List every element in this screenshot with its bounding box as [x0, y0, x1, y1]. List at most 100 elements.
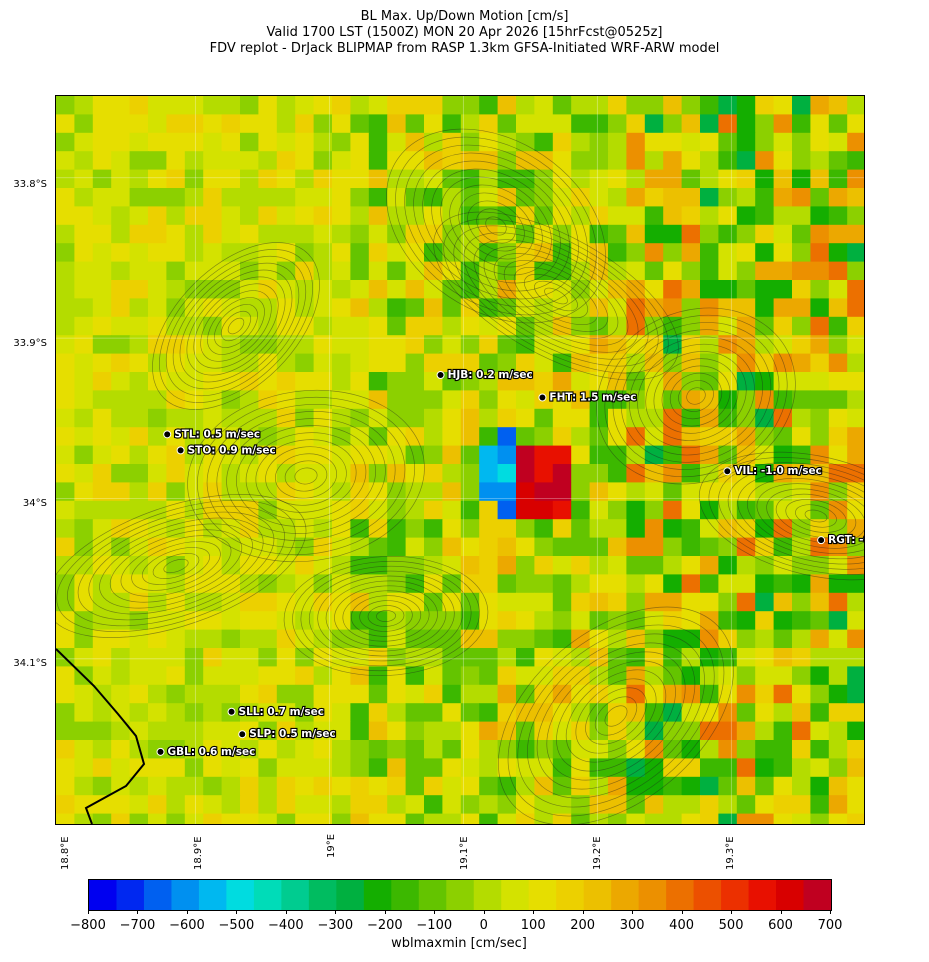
- grid-cell: [258, 206, 278, 226]
- grid-cell: [276, 151, 296, 171]
- grid-cell: [847, 316, 864, 336]
- grid-cell: [350, 703, 370, 723]
- grid-cell: [552, 574, 572, 594]
- colorbar-segment: [143, 880, 172, 910]
- grid-cell: [166, 648, 186, 667]
- grid-cell: [644, 592, 664, 612]
- grid-cell: [92, 335, 112, 355]
- grid-cell: [792, 592, 811, 612]
- grid-cell: [589, 703, 609, 723]
- grid-cell: [368, 703, 388, 723]
- grid-cell: [552, 464, 572, 483]
- grid-cell: [442, 390, 462, 410]
- grid-cell: [589, 132, 609, 152]
- grid-cell: [221, 574, 241, 594]
- grid-cell: [516, 464, 535, 483]
- contour-line: [513, 266, 599, 326]
- grid-cell: [626, 813, 646, 824]
- grid-cell: [203, 261, 223, 281]
- grid-cell: [773, 556, 793, 575]
- grid-cell: [221, 666, 241, 686]
- grid-cell: [497, 408, 517, 428]
- grid-cell: [626, 740, 646, 759]
- grid-cell: [258, 151, 278, 171]
- grid-cell: [368, 169, 388, 189]
- grid-cell: [148, 795, 167, 815]
- colorbar-tick-label: 200: [570, 918, 596, 933]
- grid-cell: [828, 464, 848, 483]
- grid-cell: [203, 740, 223, 759]
- grid-cell: [589, 335, 609, 355]
- grid-cell: [56, 482, 75, 502]
- grid-cell: [387, 114, 407, 134]
- grid-cell: [792, 114, 811, 134]
- grid-cell: [295, 556, 315, 575]
- grid-cell: [479, 611, 499, 631]
- grid-cell: [203, 758, 223, 778]
- contour-line: [517, 624, 715, 808]
- colorbar-segment: [391, 880, 420, 910]
- grid-cell: [111, 666, 131, 686]
- grid-cell: [387, 96, 407, 115]
- grid-cell: [74, 629, 94, 649]
- grid-cell: [663, 445, 683, 465]
- grid-cell: [571, 427, 591, 447]
- grid-cell: [479, 795, 499, 815]
- grid-cell: [847, 556, 864, 575]
- grid-cell: [424, 224, 443, 244]
- grid-cell: [755, 537, 775, 557]
- grid-cell: [534, 556, 554, 575]
- grid-cell: [166, 335, 186, 355]
- grid-cell: [56, 740, 75, 759]
- grid-cell: [718, 353, 738, 373]
- grid-cell: [295, 684, 315, 704]
- grid-cell: [203, 629, 223, 649]
- grid-cell: [295, 776, 315, 796]
- grid-cell: [497, 206, 517, 226]
- grid-cell: [736, 96, 756, 115]
- grid-cell: [111, 556, 131, 575]
- grid-cell: [663, 611, 683, 631]
- grid-cell: [718, 372, 738, 391]
- grid-cell: [332, 721, 351, 741]
- grid-cell: [350, 758, 370, 778]
- grid-cell: [626, 795, 646, 815]
- grid-cell: [828, 758, 848, 778]
- grid-cell: [111, 280, 131, 299]
- grid-cell: [810, 611, 830, 631]
- grid-cell: [221, 500, 241, 520]
- grid-cell: [589, 188, 609, 207]
- grid-cell: [258, 280, 278, 299]
- grid-cell: [129, 316, 149, 336]
- grid-cell: [184, 280, 204, 299]
- grid-cell: [148, 592, 167, 612]
- grid-cell: [810, 666, 830, 686]
- grid-cell: [792, 372, 811, 391]
- grid-cell: [111, 611, 131, 631]
- grid-cell: [663, 648, 683, 667]
- grid-cell: [828, 169, 848, 189]
- grid-cell: [313, 408, 333, 428]
- grid-cell: [828, 372, 848, 391]
- grid-cell: [276, 537, 296, 557]
- grid-cell: [111, 445, 131, 465]
- grid-cell: [736, 445, 756, 465]
- grid-cell: [258, 684, 278, 704]
- grid-cell: [644, 224, 664, 244]
- grid-cell: [773, 776, 793, 796]
- grid-cell: [718, 114, 738, 134]
- grid-cell: [424, 353, 443, 373]
- grid-cell: [681, 261, 701, 281]
- grid-cell: [74, 390, 94, 410]
- grid-cell: [129, 592, 149, 612]
- grid-cell: [442, 666, 462, 686]
- grid-cell: [534, 206, 554, 226]
- grid-cell: [387, 353, 407, 373]
- grid-cell: [810, 169, 830, 189]
- grid-cell: [56, 96, 75, 115]
- grid-cell: [111, 629, 131, 649]
- grid-cell: [736, 684, 756, 704]
- grid-cell: [736, 188, 756, 207]
- grid-cell: [276, 519, 296, 539]
- grid-cell: [534, 703, 554, 723]
